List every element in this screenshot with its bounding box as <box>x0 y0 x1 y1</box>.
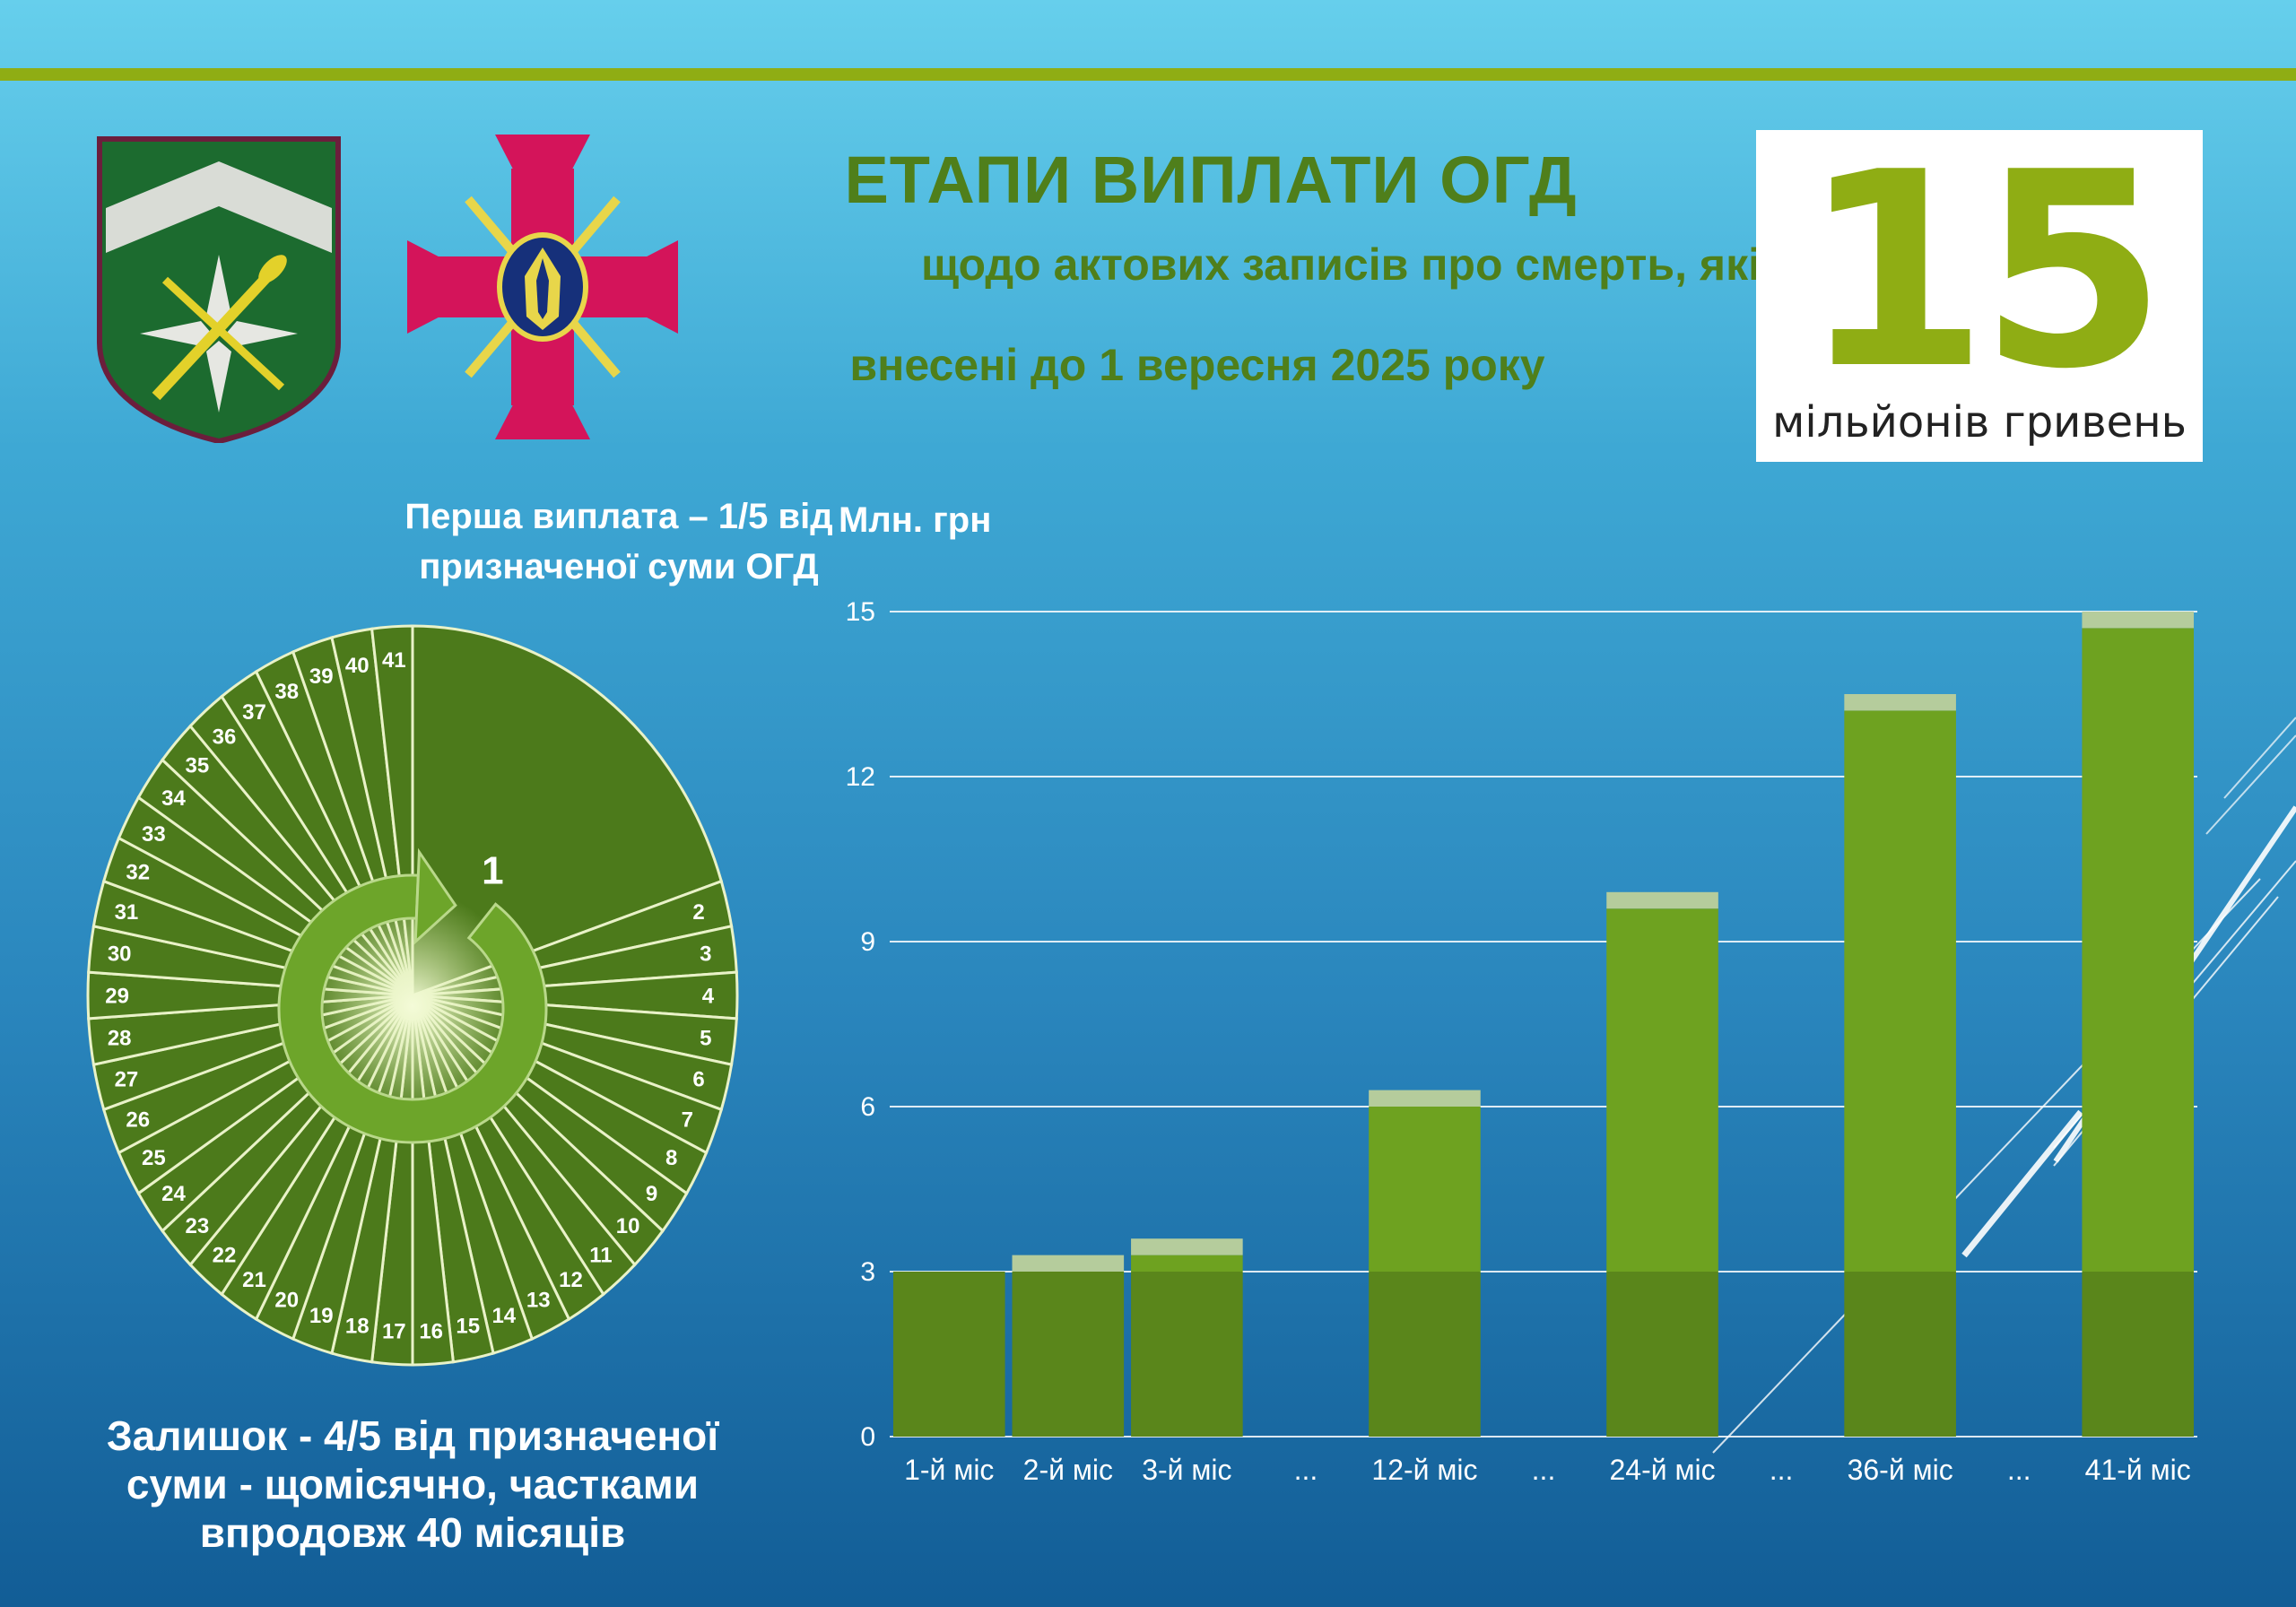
pie-slice-label-13: 13 <box>526 1289 551 1313</box>
pie-slice-label-15: 15 <box>456 1315 480 1339</box>
pie-slice-label-32: 32 <box>126 860 150 884</box>
bar-segment <box>2082 628 2195 1272</box>
x-tick-label: 12-й міс <box>1371 1454 1477 1486</box>
x-tick-label: ... <box>1770 1454 1794 1486</box>
page-subtitle-line2: внесені до 1 вересня 2025 року <box>849 340 1545 390</box>
pie-slice-label-19: 19 <box>309 1304 334 1328</box>
payment-pie: 1234567891011121314151617181920212223242… <box>86 624 739 1367</box>
x-tick-label: 36-й міс <box>1848 1454 1953 1486</box>
pie-slice-label-37: 37 <box>242 700 266 725</box>
x-tick-label: 24-й міс <box>1609 1454 1715 1486</box>
pie-slice-label-34: 34 <box>161 786 186 811</box>
pie-slice-label-24: 24 <box>161 1182 186 1206</box>
total-unit: мільйонів гривень <box>1772 397 2187 447</box>
x-tick-label: 1-й міс <box>904 1454 994 1486</box>
y-tick-label: 0 <box>860 1422 875 1452</box>
page-title: ЕТАПИ ВИПЛАТИ ОГД <box>844 143 1578 217</box>
bar-segment <box>2082 612 2195 629</box>
pie-slice-label-6: 6 <box>692 1068 704 1092</box>
pie-slice-label-1: 1 <box>482 848 503 892</box>
pie-slice-label-29: 29 <box>105 984 129 1008</box>
bar-segment <box>1606 1272 1718 1437</box>
pie-slice-label-27: 27 <box>115 1068 139 1092</box>
total-badge: 15 мільйонів гривень <box>1756 130 2203 462</box>
pie-slice-label-25: 25 <box>142 1146 166 1170</box>
bar-segment <box>1844 710 1956 1272</box>
pie-slice-label-21: 21 <box>242 1268 266 1292</box>
bar-segment <box>1844 1272 1956 1437</box>
pie-slice-label-30: 30 <box>108 942 132 966</box>
pie-slice-label-35: 35 <box>186 754 210 778</box>
x-tick-label: 2-й міс <box>1023 1454 1113 1486</box>
pie-center-glow <box>305 890 520 1123</box>
x-tick-label: ... <box>2007 1454 2031 1486</box>
bar-segment <box>1131 1272 1243 1437</box>
circular-arrow-head-icon <box>413 847 457 945</box>
pie-slice-label-38: 38 <box>274 680 299 704</box>
bar-segment <box>2082 1272 2195 1437</box>
military-cross-emblem-icon <box>407 135 678 439</box>
pie-slice-label-33: 33 <box>142 822 166 847</box>
bar-segment <box>1369 1272 1481 1437</box>
y-axis-label: Млн. грн <box>839 500 992 540</box>
bar-segment <box>1844 694 1956 711</box>
pie-slice-label-18: 18 <box>345 1315 370 1339</box>
bar-segment <box>1606 908 1718 1272</box>
pie-slice-label-7: 7 <box>682 1108 693 1132</box>
pie-slice-label-28: 28 <box>108 1026 132 1050</box>
pie-slice-label-41: 41 <box>382 648 406 673</box>
pie-slice-label-5: 5 <box>700 1026 711 1050</box>
bar-segment <box>1012 1255 1125 1272</box>
pie-slice-label-20: 20 <box>274 1289 299 1313</box>
pie-slice-label-16: 16 <box>419 1320 443 1344</box>
pie-slice-label-31: 31 <box>115 900 139 925</box>
pie-slice-label-14: 14 <box>491 1304 516 1328</box>
circular-arrow-icon <box>277 873 548 1144</box>
bar-segment <box>1369 1090 1481 1107</box>
bar-segment <box>1606 891 1718 909</box>
bar-segment <box>892 1272 1005 1437</box>
bar-segment <box>1369 1107 1481 1272</box>
x-tick-label: ... <box>1294 1454 1318 1486</box>
pie-slice-label-23: 23 <box>186 1214 210 1238</box>
pie-slice-label-10: 10 <box>616 1214 640 1238</box>
pie-slice-label-9: 9 <box>646 1182 657 1206</box>
pie-slice-label-39: 39 <box>309 665 334 689</box>
x-tick-label: 3-й міс <box>1142 1454 1231 1486</box>
total-number: 15 <box>1801 115 2166 428</box>
pie-slice-label-22: 22 <box>213 1243 237 1267</box>
y-tick-label: 6 <box>860 1092 875 1122</box>
pie-slice-label-17: 17 <box>382 1320 406 1344</box>
pie-slice-label-36: 36 <box>213 725 237 750</box>
x-tick-label: 41-й міс <box>2085 1454 2191 1486</box>
bar-segment <box>1012 1272 1125 1437</box>
pie-slice-label-11: 11 <box>589 1243 612 1267</box>
pie-slice-label-4: 4 <box>702 984 715 1008</box>
pie-slice-label-12: 12 <box>559 1268 583 1292</box>
pie-slice-label-8: 8 <box>665 1146 677 1170</box>
pie-slice-label-40: 40 <box>345 654 370 678</box>
page-subtitle-line1: щодо актових записів про смерть, які <box>921 239 1761 290</box>
y-tick-label: 9 <box>860 927 875 957</box>
pie-slice-label-2: 2 <box>692 900 704 925</box>
bar-segment <box>1131 1238 1243 1255</box>
x-tick-label: ... <box>1532 1454 1556 1486</box>
pie-slice-label-3: 3 <box>700 942 711 966</box>
bar-segment <box>1131 1255 1243 1272</box>
pie-slice-1 <box>411 624 724 998</box>
y-tick-label: 12 <box>846 762 875 792</box>
top-rule <box>0 68 2296 81</box>
y-tick-label: 15 <box>846 597 875 627</box>
shield-emblem-icon <box>97 136 341 443</box>
pie-caption-bottom: Залишок - 4/5 від призначеної суми - щом… <box>106 1412 719 1556</box>
bar-chart: 0 3 6 9 12 15 1-й міс 2-й міс 3-й міс... 12-й міс… <box>846 597 2197 1486</box>
pie-caption-top: Перша виплата – 1/5 від призначеної суми… <box>404 497 833 586</box>
y-tick-label: 3 <box>860 1257 875 1287</box>
pie-slice-label-26: 26 <box>126 1108 150 1132</box>
